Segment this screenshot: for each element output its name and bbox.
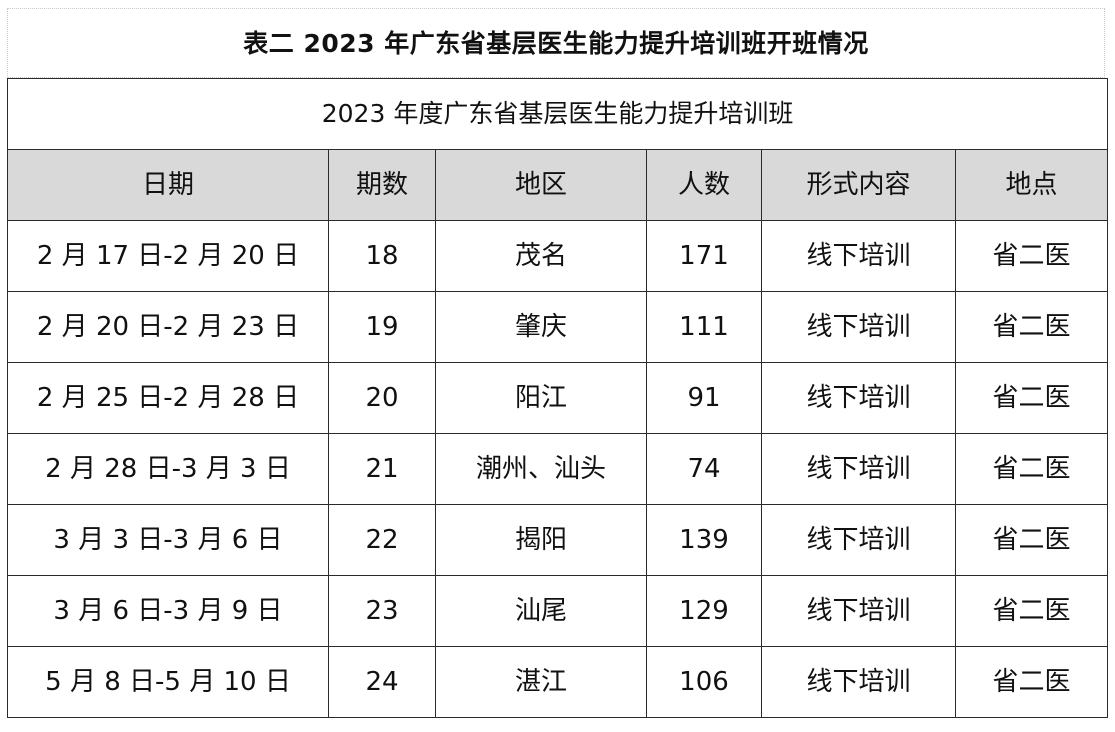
title-box: 表二 2023 年广东省基层医生能力提升培训班开班情况 [7, 8, 1105, 78]
cell-region: 茂名 [435, 220, 647, 292]
cell-count: 91 [646, 362, 762, 434]
cell-format: 线下培训 [761, 646, 956, 718]
cell-format: 线下培训 [761, 291, 956, 363]
cell-region: 肇庆 [435, 291, 647, 363]
cell-location: 省二医 [954, 575, 1109, 647]
cell-format: 线下培训 [761, 504, 956, 576]
cell-count: 74 [646, 433, 762, 505]
table-row: 2 月 17 日-2 月 20 日 18 茂名 171 线下培训 省二医 [7, 220, 1109, 292]
table-row: 2 月 28 日-3 月 3 日 21 潮州、汕头 74 线下培训 省二医 [7, 433, 1109, 505]
cell-session: 19 [328, 291, 436, 363]
table-row: 5 月 8 日-5 月 10 日 24 湛江 106 线下培训 省二医 [7, 646, 1109, 718]
cell-date: 2 月 20 日-2 月 23 日 [7, 291, 329, 363]
cell-session: 24 [328, 646, 436, 718]
cell-location: 省二医 [954, 433, 1109, 505]
header-date: 日期 [7, 149, 329, 221]
cell-location: 省二医 [954, 362, 1109, 434]
cell-session: 20 [328, 362, 436, 434]
table-caption: 2023 年度广东省基层医生能力提升培训班 [6, 78, 1109, 150]
cell-region: 汕尾 [435, 575, 647, 647]
cell-region: 潮州、汕头 [435, 433, 647, 505]
header-format: 形式内容 [761, 149, 956, 221]
header-session: 期数 [328, 149, 436, 221]
cell-date: 3 月 3 日-3 月 6 日 [7, 504, 329, 576]
cell-format: 线下培训 [761, 220, 956, 292]
cell-location: 省二医 [954, 504, 1109, 576]
cell-region: 揭阳 [435, 504, 647, 576]
cell-session: 22 [328, 504, 436, 576]
training-table: 2023 年度广东省基层医生能力提升培训班 日期 期数 地区 人数 形式内容 地… [6, 78, 1109, 718]
cell-date: 5 月 8 日-5 月 10 日 [7, 646, 329, 718]
table-row: 2 月 25 日-2 月 28 日 20 阳江 91 线下培训 省二医 [7, 362, 1109, 434]
cell-session: 18 [328, 220, 436, 292]
cell-location: 省二医 [954, 291, 1109, 363]
cell-count: 139 [646, 504, 762, 576]
cell-format: 线下培训 [761, 575, 956, 647]
cell-location: 省二医 [954, 220, 1109, 292]
cell-format: 线下培训 [761, 362, 956, 434]
cell-session: 23 [328, 575, 436, 647]
cell-session: 21 [328, 433, 436, 505]
cell-date: 2 月 25 日-2 月 28 日 [7, 362, 329, 434]
table-row: 2 月 20 日-2 月 23 日 19 肇庆 111 线下培训 省二医 [7, 291, 1109, 363]
header-count: 人数 [646, 149, 762, 221]
cell-count: 111 [646, 291, 762, 363]
table-title: 表二 2023 年广东省基层医生能力提升培训班开班情况 [243, 28, 869, 58]
header-row: 日期 期数 地区 人数 形式内容 地点 [7, 149, 1109, 221]
cell-region: 湛江 [435, 646, 647, 718]
table-row: 3 月 6 日-3 月 9 日 23 汕尾 129 线下培训 省二医 [7, 575, 1109, 647]
cell-location: 省二医 [954, 646, 1109, 718]
cell-format: 线下培训 [761, 433, 956, 505]
cell-date: 2 月 28 日-3 月 3 日 [7, 433, 329, 505]
cell-region: 阳江 [435, 362, 647, 434]
header-region: 地区 [435, 149, 647, 221]
cell-count: 171 [646, 220, 762, 292]
cell-date: 3 月 6 日-3 月 9 日 [7, 575, 329, 647]
table-row: 3 月 3 日-3 月 6 日 22 揭阳 139 线下培训 省二医 [7, 504, 1109, 576]
cell-date: 2 月 17 日-2 月 20 日 [7, 220, 329, 292]
cell-count: 129 [646, 575, 762, 647]
cell-count: 106 [646, 646, 762, 718]
caption-row: 2023 年度广东省基层医生能力提升培训班 [6, 78, 1109, 150]
header-location: 地点 [954, 149, 1109, 221]
